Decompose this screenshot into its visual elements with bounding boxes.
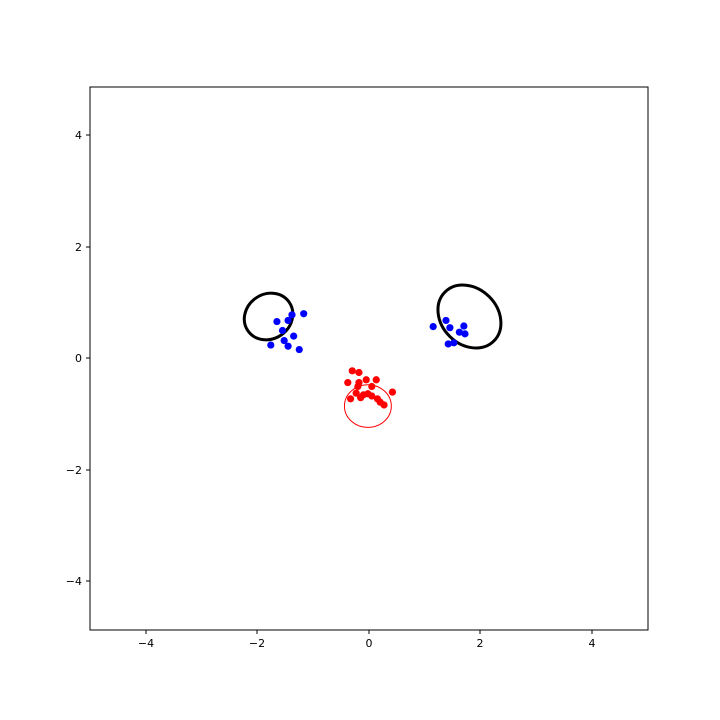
y-tick-label: 2: [75, 241, 82, 254]
scatter-point: [288, 311, 296, 319]
points-layer: [267, 310, 469, 409]
scatter-point: [295, 345, 303, 354]
cluster-ellipse: [436, 283, 503, 350]
x-tick-label: 4: [589, 637, 596, 650]
scatter-point: [355, 368, 363, 377]
scatter-point: [368, 382, 376, 391]
scatter-point: [442, 316, 450, 325]
x-tick-label: 2: [477, 637, 484, 650]
scatter-point: [368, 392, 376, 400]
scatter-point: [300, 310, 308, 318]
ellipses-layer: [242, 283, 503, 428]
scatter-point: [267, 341, 275, 349]
y-tick-label: 4: [75, 129, 82, 142]
scatter-point: [460, 322, 468, 330]
scatter-point: [357, 394, 365, 402]
scatter-point: [284, 316, 292, 325]
y-tick-label: 0: [75, 352, 82, 365]
x-axis: −4 −2 0 2 4: [138, 630, 596, 650]
scatter-point: [450, 339, 458, 347]
scatter-point: [352, 389, 360, 397]
cluster-ellipse: [242, 291, 295, 342]
scatter-point: [348, 367, 356, 375]
x-tick-label: −4: [138, 637, 154, 650]
scatter-point: [346, 395, 355, 403]
scatter-point: [372, 376, 380, 384]
scatter-point: [461, 330, 469, 338]
scatter-point: [429, 322, 437, 331]
scatter-point: [388, 388, 397, 396]
scatter-point: [273, 317, 281, 326]
scatter-point: [446, 324, 454, 332]
y-tick-label: −4: [66, 575, 82, 588]
scatter-point: [290, 332, 298, 340]
scatter-point: [344, 378, 352, 387]
scatter-point: [280, 336, 288, 345]
scatter-point: [455, 328, 463, 336]
y-axis: 4 2 0 −2 −4: [66, 129, 90, 588]
scatter-point: [380, 401, 388, 409]
x-tick-label: −2: [249, 637, 265, 650]
y-tick-label: −2: [66, 464, 82, 477]
scatter-point: [362, 376, 370, 384]
scatter-point: [444, 340, 452, 348]
scatter-point: [284, 342, 292, 350]
scatter-point: [278, 326, 287, 335]
x-tick-label: 0: [366, 637, 373, 650]
scatter-point: [354, 382, 362, 391]
cluster-ellipse: [343, 384, 392, 428]
